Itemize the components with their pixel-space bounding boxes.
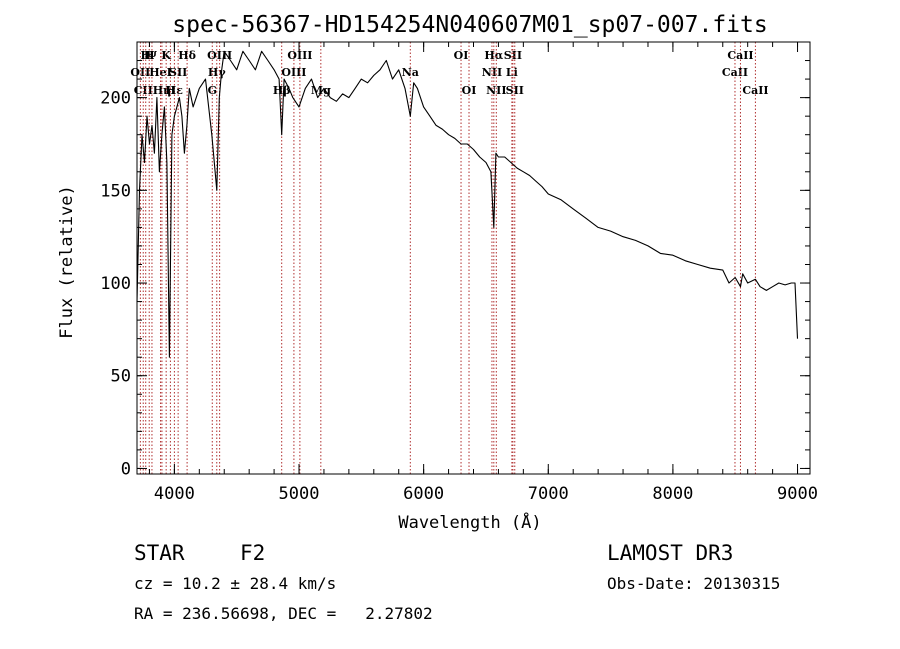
spectral-line-label: NII (482, 66, 502, 79)
spectral-line-label: CaII (727, 49, 753, 62)
spectral-line-label: CaII (742, 84, 768, 97)
spectral-line-label: H (165, 84, 175, 97)
spectral-line-label: Hγ (208, 66, 226, 79)
spectral-line-label: Hη (153, 84, 171, 97)
spectral-line-label: HeI (149, 66, 172, 79)
x-tick-label: 5000 (279, 484, 320, 504)
spectral-line-label: Hα (484, 49, 503, 62)
series-layer (136, 50, 799, 358)
x-tick-label: 6000 (403, 484, 444, 504)
y-tick-label: 200 (100, 89, 131, 109)
y-tick-label: 100 (100, 274, 131, 294)
x-tick-label: 8000 (652, 484, 693, 504)
x-axis-label: Wavelength (Å) (398, 511, 541, 533)
spectrum-line (136, 50, 799, 358)
spectral-line-label: G (208, 84, 217, 97)
plot-frame (136, 41, 811, 475)
spectral-line-label: OI (454, 49, 469, 62)
chart-title: spec-56367-HD154254N040607M01_sp07-007.f… (172, 12, 767, 38)
y-tick-label: 0 (121, 459, 131, 479)
observation-date: Obs-Date: 20130315 (607, 574, 781, 593)
redshift-velocity: cz = 10.2 ± 28.4 km/s (134, 574, 337, 593)
y-tick-label: 150 (100, 181, 131, 201)
axes-layer: 4000 5000 6000 7000 8000 9000 0 50 100 150 200 (100, 41, 818, 504)
spectral-line-label: Li (506, 66, 518, 79)
spectral-line-label: Hδ (178, 49, 196, 62)
spectral-line-label: OIII (281, 66, 306, 79)
y-axis-label: Flux (relative) (57, 185, 77, 339)
ra-dec-coordinates: RA = 236.56698, DEC = 2.27802 (134, 604, 433, 623)
spectral-line-label: OIII (287, 49, 312, 62)
spectral-line-label: H (144, 49, 154, 62)
spectral-line-label: SII (506, 84, 524, 97)
object-subclass: F2 (240, 541, 266, 565)
spectral-line-label: SII (504, 49, 522, 62)
spectral-line-label: OI (462, 84, 477, 97)
x-tick-label: 7000 (528, 484, 569, 504)
x-tick-label: 4000 (154, 484, 195, 504)
spectral-line-label: NII (486, 84, 506, 97)
spectral-line-label: H (141, 49, 151, 62)
spectral-line-label: Ψ (147, 49, 157, 62)
spectral-line-label: K (161, 49, 171, 62)
spectral-line-label: CaII (722, 66, 748, 79)
spectral-lines-layer: OIICIIHHΨHeIHηKHHεSIIHδGHγOIIIHβOIIIOIII… (130, 42, 769, 474)
spectral-line-label: OIII (207, 49, 232, 62)
spectral-line-label: SII (169, 66, 187, 79)
spectral-line-label: Hβ (273, 84, 291, 97)
spectral-line-label: CII (134, 84, 153, 97)
y-tick-label: 50 (111, 367, 131, 387)
x-tick-label: 9000 (777, 484, 818, 504)
spectral-line-label: Hε (166, 84, 183, 97)
object-class: STAR (134, 541, 185, 565)
spectral-line-label: Na (402, 66, 419, 79)
survey-name: LAMOST DR3 (607, 541, 734, 565)
spectral-line-label: OII (130, 66, 150, 79)
